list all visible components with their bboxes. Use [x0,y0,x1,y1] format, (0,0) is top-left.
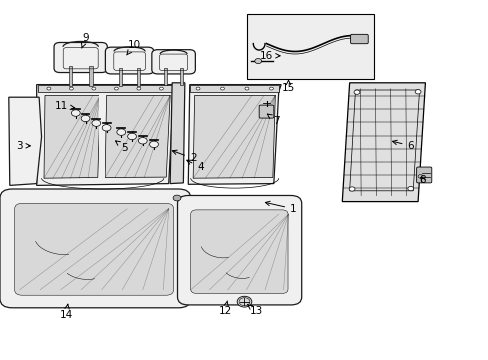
Circle shape [173,195,181,201]
Circle shape [254,59,261,64]
Text: 8: 8 [419,175,426,185]
FancyBboxPatch shape [350,34,367,44]
FancyBboxPatch shape [105,47,153,74]
Circle shape [92,120,101,126]
FancyBboxPatch shape [54,42,107,73]
Circle shape [117,129,125,135]
Circle shape [348,187,354,191]
Text: 7: 7 [267,114,279,126]
Text: 10: 10 [126,40,141,55]
Text: 12: 12 [218,301,231,316]
Text: 11: 11 [54,101,75,111]
Text: 16: 16 [259,51,280,61]
Circle shape [269,87,273,90]
FancyBboxPatch shape [0,189,190,308]
Text: 5: 5 [115,141,128,153]
Text: 13: 13 [247,305,263,316]
Circle shape [220,87,224,90]
Polygon shape [105,95,170,177]
FancyBboxPatch shape [259,105,273,118]
Circle shape [92,87,96,90]
Text: 14: 14 [59,304,73,320]
Text: 2: 2 [172,150,196,163]
Polygon shape [193,95,275,178]
Text: 9: 9 [81,33,89,48]
Circle shape [69,87,73,90]
Polygon shape [188,85,281,184]
Circle shape [102,125,111,131]
Bar [89,66,93,86]
Circle shape [353,90,359,94]
Polygon shape [342,83,425,202]
Bar [38,85,174,92]
Circle shape [237,296,251,307]
Polygon shape [170,83,184,184]
Bar [180,68,183,85]
Bar [246,14,373,79]
Circle shape [244,87,248,90]
Polygon shape [37,85,176,185]
Bar [189,85,279,92]
Circle shape [137,87,141,90]
Bar [99,95,105,178]
FancyBboxPatch shape [15,203,173,295]
FancyBboxPatch shape [190,210,287,293]
Circle shape [407,186,413,191]
Text: 1: 1 [265,201,296,214]
FancyBboxPatch shape [177,195,301,305]
Bar [163,68,167,85]
FancyBboxPatch shape [416,167,431,183]
Bar [119,68,122,86]
Circle shape [414,90,420,94]
Text: 15: 15 [281,80,295,93]
Circle shape [127,133,136,140]
Circle shape [71,110,80,116]
Circle shape [114,87,118,90]
Polygon shape [44,95,100,178]
Text: 3: 3 [16,141,30,151]
Text: 6: 6 [392,140,413,151]
Circle shape [149,141,158,148]
Bar [68,66,72,86]
Circle shape [81,115,90,122]
Circle shape [47,87,51,90]
Bar [137,68,140,86]
Text: 4: 4 [186,160,203,172]
Circle shape [196,87,200,90]
Circle shape [138,138,147,144]
Circle shape [159,87,163,90]
FancyBboxPatch shape [151,50,195,74]
Polygon shape [9,97,41,185]
